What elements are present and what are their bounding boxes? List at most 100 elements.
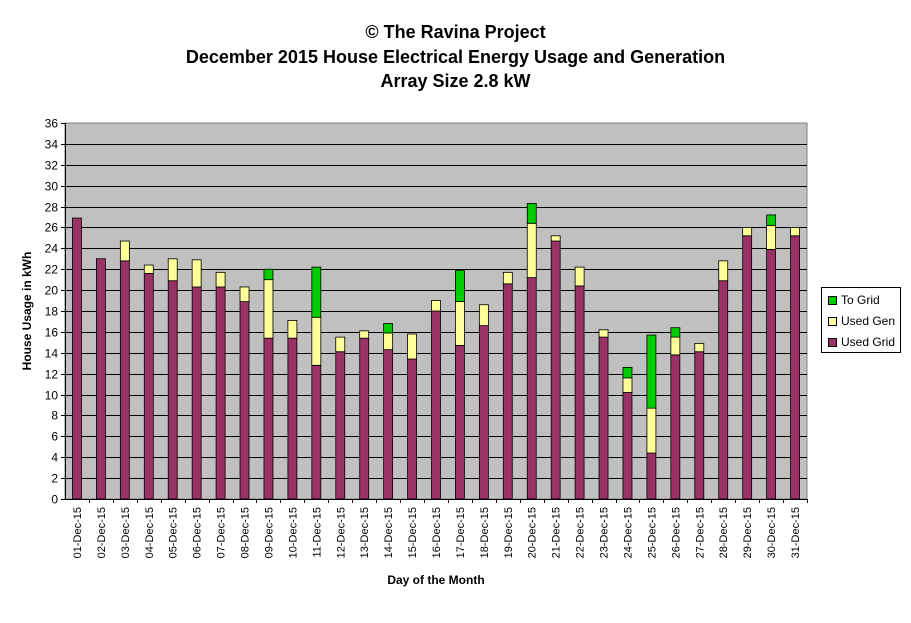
bar-used-grid [478,325,489,500]
bar-to-grid [670,327,681,338]
bar-used-grid [143,272,154,500]
y-axis-label: House Usage in kWh [20,252,34,371]
bar-used-gen [263,279,274,339]
x-tick-label: 12-Dec-15 [335,507,347,558]
bar-to-grid [455,269,465,302]
bar-used-gen [670,336,681,356]
y-tick-label: 16 [45,326,59,340]
y-tick-label: 24 [45,242,59,256]
chart-title-line-2: December 2015 House Electrical Energy Us… [185,47,726,67]
bar-used-gen [119,240,130,262]
x-tick-label: 20-Dec-15 [527,507,539,558]
x-tick-label: 14-Dec-15 [383,507,395,558]
bar-used-grid [718,280,729,500]
x-tick-label: 21-Dec-15 [551,507,563,558]
legend-swatch-to-grid [828,296,837,305]
y-tick-label: 0 [51,493,58,507]
bar-used-grid [694,351,705,500]
bar-used-gen [287,319,298,339]
y-tick-label: 2 [51,472,58,486]
bar-used-gen [167,258,178,282]
bar-used-gen [502,271,513,285]
bar-used-grid [502,283,513,500]
y-tick-label: 26 [45,221,59,235]
legend: To Grid Used Gen Used Grid [821,287,901,353]
x-tick-label: 16-Dec-15 [431,507,443,558]
y-tick-label: 32 [45,159,59,173]
x-tick-label: 03-Dec-15 [120,507,132,558]
bar-used-grid [383,349,394,500]
bar-used-gen [622,377,633,393]
bar-used-gen [742,227,753,237]
bar-used-gen [766,224,776,250]
bar-used-gen [239,286,250,303]
bar-used-grid [287,337,298,500]
bar-used-gen [191,259,202,288]
bar-to-grid [311,266,322,318]
bar-used-gen [143,264,154,274]
bar-used-gen [215,271,226,288]
chart-title-line-3: Array Size 2.8 kW [380,71,531,91]
bar-used-grid [431,310,441,500]
x-tick-label: 22-Dec-15 [575,507,587,558]
bar-used-grid [670,354,681,500]
bar-used-grid [335,351,346,500]
bar-used-grid [239,301,250,500]
y-tick-label: 12 [45,368,59,382]
x-tick-label: 23-Dec-15 [599,507,611,558]
x-tick-label: 10-Dec-15 [287,507,299,558]
bar-used-grid [790,235,800,500]
x-tick-label: 01-Dec-15 [72,507,84,558]
bar-used-gen [359,330,370,339]
y-tick-label: 4 [51,451,58,465]
bar-to-grid [526,203,537,224]
bar-used-gen [478,304,489,327]
x-tick-label: 28-Dec-15 [718,507,730,558]
legend-swatch-used-gen [828,317,837,326]
x-tick-label: 17-Dec-15 [455,507,467,558]
y-tick-label: 22 [45,263,59,277]
x-tick-label: 08-Dec-15 [240,507,252,558]
bar-used-gen [574,266,585,287]
y-tick-label: 8 [51,409,58,423]
chart-title-line-1: © The Ravina Project [365,22,546,42]
legend-swatch-used-grid [828,338,837,347]
legend-label-used-gen: Used Gen [841,314,896,328]
y-tick-label: 20 [45,284,59,298]
bar-used-grid [167,280,178,500]
bar-to-grid [766,214,776,226]
bar-used-grid [742,235,753,500]
bar-used-gen [550,235,561,242]
y-tick-label: 28 [45,201,59,215]
x-tick-label: 24-Dec-15 [622,507,634,558]
bar-used-gen [694,342,705,353]
x-tick-label: 09-Dec-15 [263,507,275,558]
y-tick-label: 34 [45,138,59,152]
x-tick-label: 30-Dec-15 [766,507,778,558]
bar-to-grid [383,323,394,334]
bar-used-grid [72,217,82,500]
bar-used-gen [455,301,465,346]
bar-used-grid [191,286,202,500]
bar-used-gen [311,316,322,366]
bar-used-grid [215,286,226,500]
x-tick-label: 06-Dec-15 [192,507,204,558]
y-tick-label: 18 [45,305,59,319]
bar-used-grid [526,277,537,500]
x-tick-label: 27-Dec-15 [694,507,706,558]
bar-used-grid [359,337,370,500]
bar-used-grid [119,260,130,500]
bar-used-gen [431,300,441,312]
bar-to-grid [622,366,633,379]
x-axis-label: Day of the Month [387,573,484,587]
x-tick-label: 07-Dec-15 [216,507,228,558]
y-tick-label: 10 [45,389,59,403]
bar-used-grid [646,452,657,500]
bar-used-gen [383,332,394,351]
bar-used-grid [455,345,465,500]
x-tick-label: 18-Dec-15 [479,507,491,558]
x-tick-label: 04-Dec-15 [144,507,156,558]
x-tick-label: 31-Dec-15 [790,507,802,558]
